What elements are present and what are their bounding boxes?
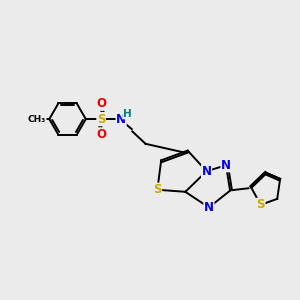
Text: O: O xyxy=(97,97,107,110)
Text: N: N xyxy=(202,165,212,178)
Text: S: S xyxy=(153,183,162,196)
Text: CH₃: CH₃ xyxy=(28,115,46,124)
Text: N: N xyxy=(204,201,214,214)
Text: N: N xyxy=(221,159,231,172)
Text: S: S xyxy=(97,112,105,126)
Text: S: S xyxy=(256,198,265,211)
Text: N: N xyxy=(116,112,126,126)
Text: O: O xyxy=(97,128,107,141)
Text: H: H xyxy=(123,109,132,119)
